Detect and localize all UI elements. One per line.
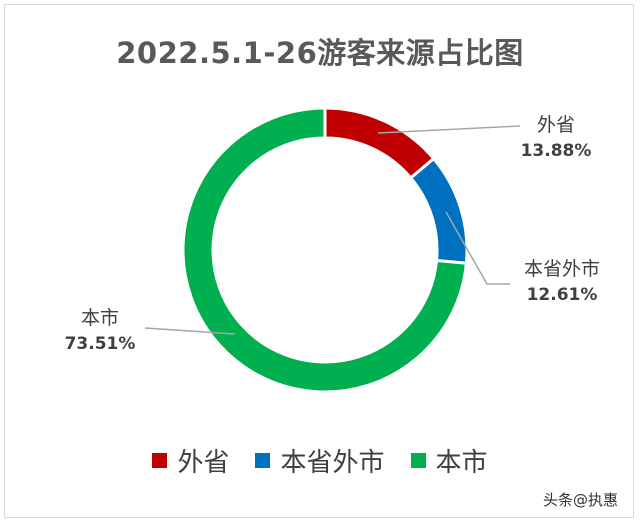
slice-waisheng	[323, 106, 436, 181]
data-labels: 外省 13.88% 本省外市 12.61% 本市 73.51%	[65, 114, 600, 354]
data-label-value-benshi: 73.51%	[65, 334, 136, 354]
watermark: 头条@执惠	[542, 491, 618, 509]
data-label-name-waisheng: 外省	[537, 114, 575, 136]
leader-line-benshengwaishi	[445, 211, 510, 285]
legend-item-benshi: 本市	[410, 442, 488, 479]
chart-frame	[4, 4, 634, 518]
donut-slices	[181, 106, 469, 394]
data-label-value-waisheng: 13.88%	[521, 141, 592, 161]
chart-title: 2022.5.1-26游客来源占比图	[116, 36, 524, 70]
legend-label-benshengwaishi: 本省外市	[280, 448, 385, 478]
data-label-name-benshengwaishi: 本省外市	[524, 258, 600, 280]
legend-label-waisheng: 外省	[177, 448, 230, 478]
slice-benshi	[181, 106, 469, 394]
leader-line-benshi	[144, 327, 236, 335]
chart-legend: 外省 本省外市 本市	[0, 442, 640, 479]
legend-label-benshi: 本市	[435, 448, 488, 478]
slice-benshengwaishi	[408, 156, 469, 265]
legend-item-waisheng: 外省	[152, 442, 229, 479]
legend-swatch-waisheng	[152, 453, 168, 468]
leader-line-waisheng	[377, 125, 521, 134]
data-label-name-benshi: 本市	[81, 307, 119, 329]
legend-item-benshengwaishi: 本省外市	[255, 442, 385, 479]
legend-swatch-benshi	[410, 453, 426, 468]
legend-swatch-benshengwaishi	[255, 453, 271, 468]
data-label-value-benshengwaishi: 12.61%	[527, 285, 598, 305]
leader-lines	[144, 125, 521, 335]
